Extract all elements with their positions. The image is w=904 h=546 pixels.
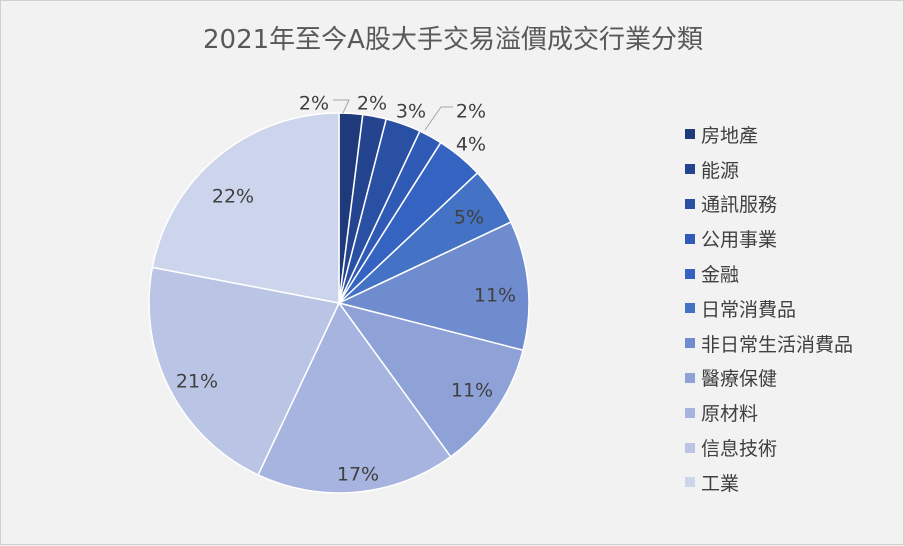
legend-item: 原材料 [685,395,853,430]
legend-swatch [685,129,695,140]
data-label: 2% [357,93,387,115]
legend-label: 日常消費品 [701,298,797,321]
legend-item: 醫療保健 [685,361,853,396]
pie-slice [148,266,341,476]
legend-label: 醫療保健 [701,368,778,391]
legend-label: 金融 [701,264,740,287]
legend-swatch [685,477,695,488]
legend-item: 能源 [685,152,853,187]
legend-item: 信息技術 [685,430,853,465]
legend-label: 公用事業 [701,229,778,252]
data-label: 3% [396,101,426,123]
legend-swatch [685,407,695,418]
legend-item: 通訊服務 [685,187,853,222]
legend-item: 房地產 [685,117,853,152]
data-label: 11% [474,285,516,307]
legend-label: 能源 [701,159,740,182]
pie-slice [257,301,452,494]
data-label: 22% [212,186,254,208]
data-label: 2% [299,93,329,115]
pie-slice [337,301,524,458]
legend-item: 工業 [685,465,853,500]
legend-swatch [685,442,695,453]
data-label: 11% [451,380,493,402]
legend-item: 公用事業 [685,221,853,256]
legend-label: 信息技術 [701,438,778,461]
pie-slice [336,221,530,352]
data-label: 21% [176,371,218,393]
data-label: 17% [337,464,379,486]
legend: 房地產能源通訊服務公用事業金融日常消費品非日常生活消費品 醫療保健原材料信息技術工… [685,117,853,500]
legend-label: 房地產 [701,124,759,147]
legend-item: 非日常生活消費品 [685,326,853,361]
legend-swatch [685,303,695,314]
data-label: 4% [456,134,486,156]
legend-swatch [685,198,695,209]
data-label: 5% [454,207,484,229]
legend-swatch [685,268,695,279]
legend-swatch [685,233,695,244]
legend-label: 工業 [701,472,740,495]
legend-swatch [685,164,695,175]
chart-title: 2021年至今A股大手交易溢價成交行業分類 [203,25,703,55]
legend-label: 通訊服務 [701,194,778,217]
data-label: 2% [456,101,486,123]
legend-item: 日常消費品 [685,291,853,326]
pie-slice [151,112,340,304]
leader-line [333,99,350,114]
legend-swatch [685,338,695,349]
legend-swatch [685,372,695,383]
leader-line [424,106,453,131]
legend-item: 金融 [685,256,853,291]
legend-label: 非日常生活消費品 [701,333,854,356]
legend-label: 原材料 [701,403,759,426]
